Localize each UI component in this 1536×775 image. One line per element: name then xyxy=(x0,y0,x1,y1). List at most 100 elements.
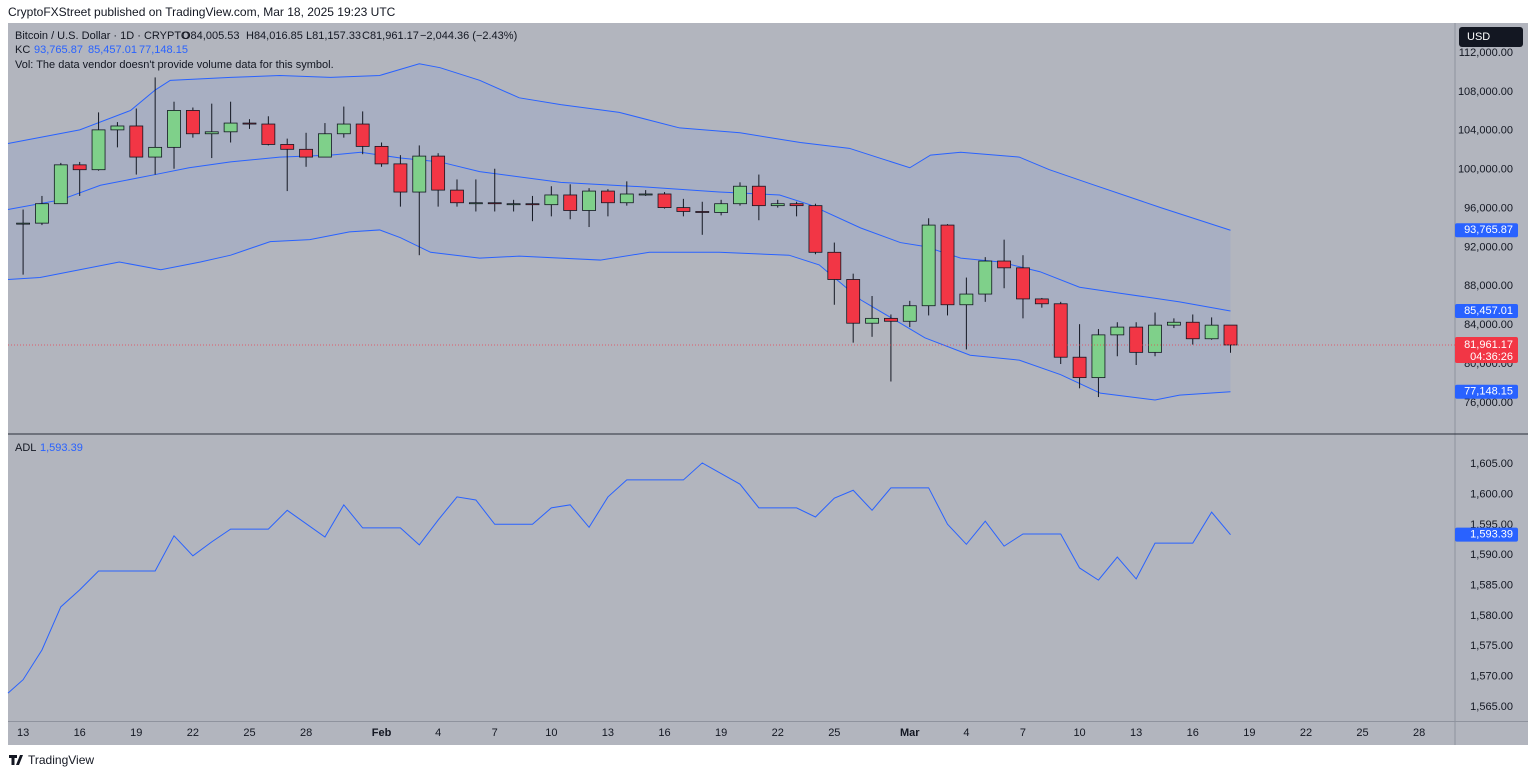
candle-body xyxy=(204,131,219,135)
last-price-label: 81,961.17 xyxy=(1464,339,1513,351)
candle-body xyxy=(582,190,596,211)
channel-fill xyxy=(8,63,1231,400)
y-tick-label: 84,000.00 xyxy=(1464,319,1513,331)
candle-body xyxy=(1110,326,1125,336)
candle-body xyxy=(280,144,295,150)
candle-body xyxy=(129,125,144,158)
y-tick-label: 76,000.00 xyxy=(1464,397,1513,409)
currency-button[interactable] xyxy=(1459,27,1523,47)
indicator-value: 77,148.15 xyxy=(139,44,188,56)
indicator-value: 93,765.87 xyxy=(34,44,83,56)
open-label: O84,005.53 xyxy=(182,30,240,42)
indicator-line xyxy=(7,229,1231,401)
candle-body xyxy=(695,211,710,213)
candle-body xyxy=(91,129,106,171)
indicator-value: 1,593.39 xyxy=(40,442,83,454)
x-tick-label: 19 xyxy=(1243,727,1255,739)
currency-label[interactable]: USD xyxy=(1467,31,1490,43)
last-value-label: 85,457.01 xyxy=(1464,305,1513,317)
x-tick-label: 25 xyxy=(1356,727,1368,739)
candle-body xyxy=(336,123,351,135)
last-value-box xyxy=(1455,527,1518,542)
candle-body xyxy=(393,163,408,193)
candle-body xyxy=(884,317,898,322)
x-tick-label: 16 xyxy=(1187,727,1199,739)
x-tick-label: 28 xyxy=(300,727,312,739)
candle-body xyxy=(374,145,389,165)
symbol-title: Bitcoin / U.S. Dollar · 1D · CRYPTO xyxy=(15,30,190,42)
chart-background xyxy=(8,23,1528,745)
y-tick-label: 88,000.00 xyxy=(1464,280,1513,292)
y-tick-label: 1,600.00 xyxy=(1470,488,1513,500)
plot-layer xyxy=(7,63,1455,694)
last-price-box xyxy=(1455,336,1518,363)
candle-body xyxy=(751,185,766,207)
x-tick-label: 13 xyxy=(602,727,614,739)
candle-body xyxy=(318,133,332,158)
x-tick-label: 7 xyxy=(1020,727,1026,739)
y-tick-label: 96,000.00 xyxy=(1464,202,1513,214)
candle-body xyxy=(110,125,125,131)
candle-body xyxy=(506,203,521,206)
candle-body xyxy=(997,260,1012,269)
x-tick-label: 28 xyxy=(1413,727,1425,739)
candle-body xyxy=(601,190,615,204)
candle-body xyxy=(865,317,879,324)
x-tick-label: 13 xyxy=(1130,727,1142,739)
high-label: H84,016.85 xyxy=(246,30,303,42)
x-tick-label: 16 xyxy=(74,727,86,739)
y-tick-label: 1,580.00 xyxy=(1470,610,1513,622)
indicator-line xyxy=(7,63,1231,231)
y-tick-label: 112,000.00 xyxy=(1459,47,1513,59)
candle-body xyxy=(902,305,917,322)
candle-body xyxy=(1091,334,1106,379)
y-tick-label: 104,000.00 xyxy=(1458,125,1513,137)
candle-body xyxy=(35,203,49,224)
candle-body xyxy=(808,205,823,253)
candle-body xyxy=(450,189,464,204)
candle-body xyxy=(827,251,842,280)
x-tick-label: Feb xyxy=(372,727,392,739)
candle-body xyxy=(657,193,672,208)
candle-body xyxy=(355,123,370,147)
last-value-box xyxy=(1455,304,1518,319)
last-value-label: 1,593.39 xyxy=(1470,529,1513,541)
candle-body xyxy=(1129,326,1144,353)
y-tick-label: 100,000.00 xyxy=(1458,164,1513,176)
candle-body xyxy=(223,122,238,133)
candle-body xyxy=(714,203,729,213)
change-label: −2,044.36 (−2.43%) xyxy=(420,30,517,42)
candle-body xyxy=(1148,324,1162,353)
publisher-line: CryptoFXStreet published on TradingView.… xyxy=(8,5,396,19)
y-tick-label: 1,570.00 xyxy=(1470,671,1513,683)
candle-body xyxy=(789,203,804,207)
indicator-name: ADL xyxy=(15,442,36,454)
y-tick-label: 1,575.00 xyxy=(1470,640,1513,652)
candle-body xyxy=(412,155,427,193)
last-value-box xyxy=(1455,384,1518,399)
candle-body xyxy=(1204,324,1219,340)
indicator-line xyxy=(7,462,1231,694)
last-value-label: 77,148.15 xyxy=(1464,386,1513,398)
candle-body xyxy=(1072,356,1087,379)
candle-body xyxy=(431,155,446,191)
x-tick-label: 4 xyxy=(435,727,441,739)
candle-body xyxy=(487,202,502,205)
candle-body xyxy=(53,164,68,205)
candle-body xyxy=(1016,267,1030,300)
close-label: C81,961.17 xyxy=(362,30,419,42)
last-value-label: 93,765.87 xyxy=(1464,224,1513,236)
candle-body xyxy=(770,203,785,207)
footer-brand: TradingView xyxy=(28,753,94,767)
candle-body xyxy=(1034,298,1049,305)
candle-body xyxy=(148,146,163,158)
axis-overlay: 76,000.0080,000.0084,000.0088,000.0092,0… xyxy=(17,47,1518,739)
y-tick-label: 108,000.00 xyxy=(1458,86,1513,98)
y-tick-label: 1,585.00 xyxy=(1470,579,1513,591)
candle-body xyxy=(242,122,257,125)
candle-body xyxy=(72,164,87,171)
candle-body xyxy=(619,193,634,204)
candle-body xyxy=(846,279,861,324)
candle-body xyxy=(921,224,936,307)
